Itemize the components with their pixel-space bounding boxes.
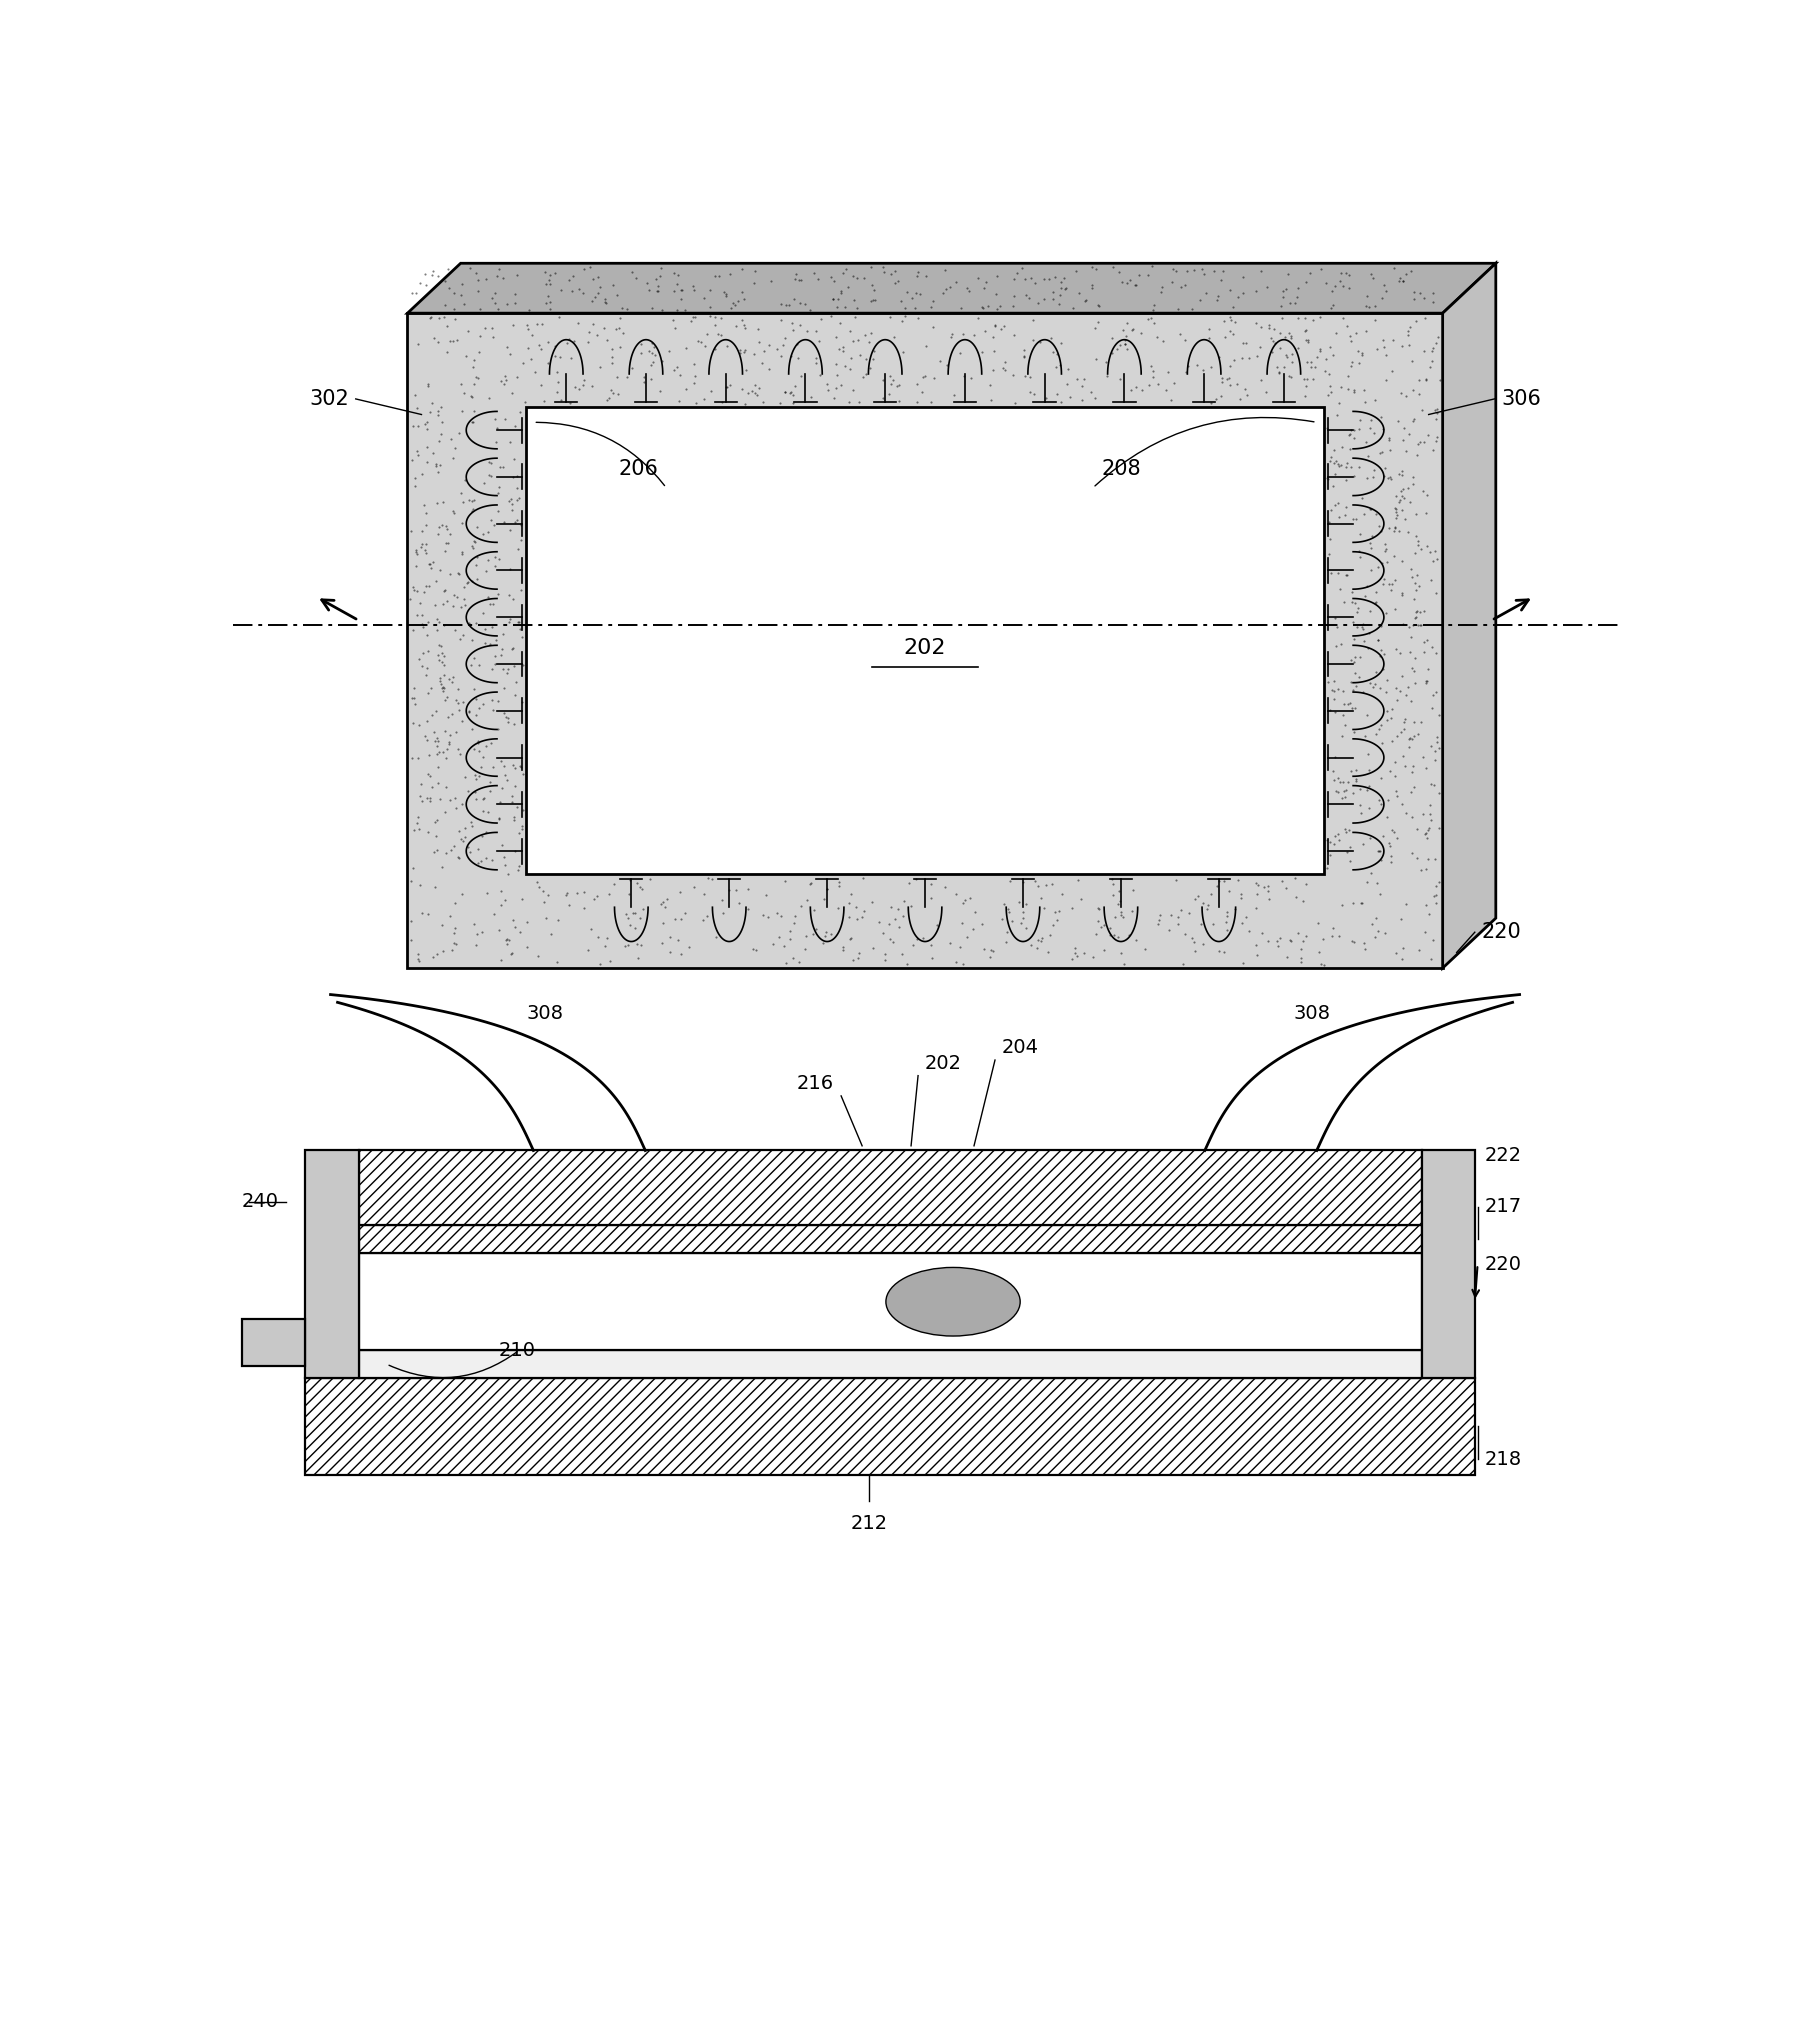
Polygon shape <box>242 1318 305 1365</box>
Text: 216: 216 <box>798 1073 834 1094</box>
Text: 206: 206 <box>619 460 659 480</box>
Polygon shape <box>305 1150 359 1379</box>
Text: 220: 220 <box>1482 921 1522 942</box>
Text: 222: 222 <box>1484 1146 1522 1164</box>
Text: 302: 302 <box>309 389 348 409</box>
Text: 220: 220 <box>1484 1256 1522 1274</box>
Text: 306: 306 <box>1502 389 1541 409</box>
Text: 208: 208 <box>1101 460 1141 480</box>
Polygon shape <box>408 263 1496 314</box>
Polygon shape <box>408 314 1442 968</box>
Polygon shape <box>359 1150 1422 1225</box>
Polygon shape <box>1442 263 1496 968</box>
Polygon shape <box>527 407 1323 875</box>
Text: 202: 202 <box>904 638 946 658</box>
Polygon shape <box>1422 1150 1475 1379</box>
Text: 308: 308 <box>1294 1004 1330 1023</box>
Text: 308: 308 <box>527 1004 563 1023</box>
Text: 218: 218 <box>1484 1450 1522 1468</box>
Text: 202: 202 <box>926 1053 962 1073</box>
Polygon shape <box>359 1225 1422 1253</box>
Text: 217: 217 <box>1484 1197 1522 1217</box>
Text: 240: 240 <box>242 1193 278 1211</box>
Text: 210: 210 <box>498 1341 536 1359</box>
Polygon shape <box>305 1379 1475 1474</box>
Ellipse shape <box>886 1268 1020 1337</box>
Text: 204: 204 <box>1002 1039 1040 1057</box>
Polygon shape <box>359 1253 1422 1351</box>
Text: 212: 212 <box>850 1515 888 1533</box>
Polygon shape <box>359 1351 1422 1379</box>
